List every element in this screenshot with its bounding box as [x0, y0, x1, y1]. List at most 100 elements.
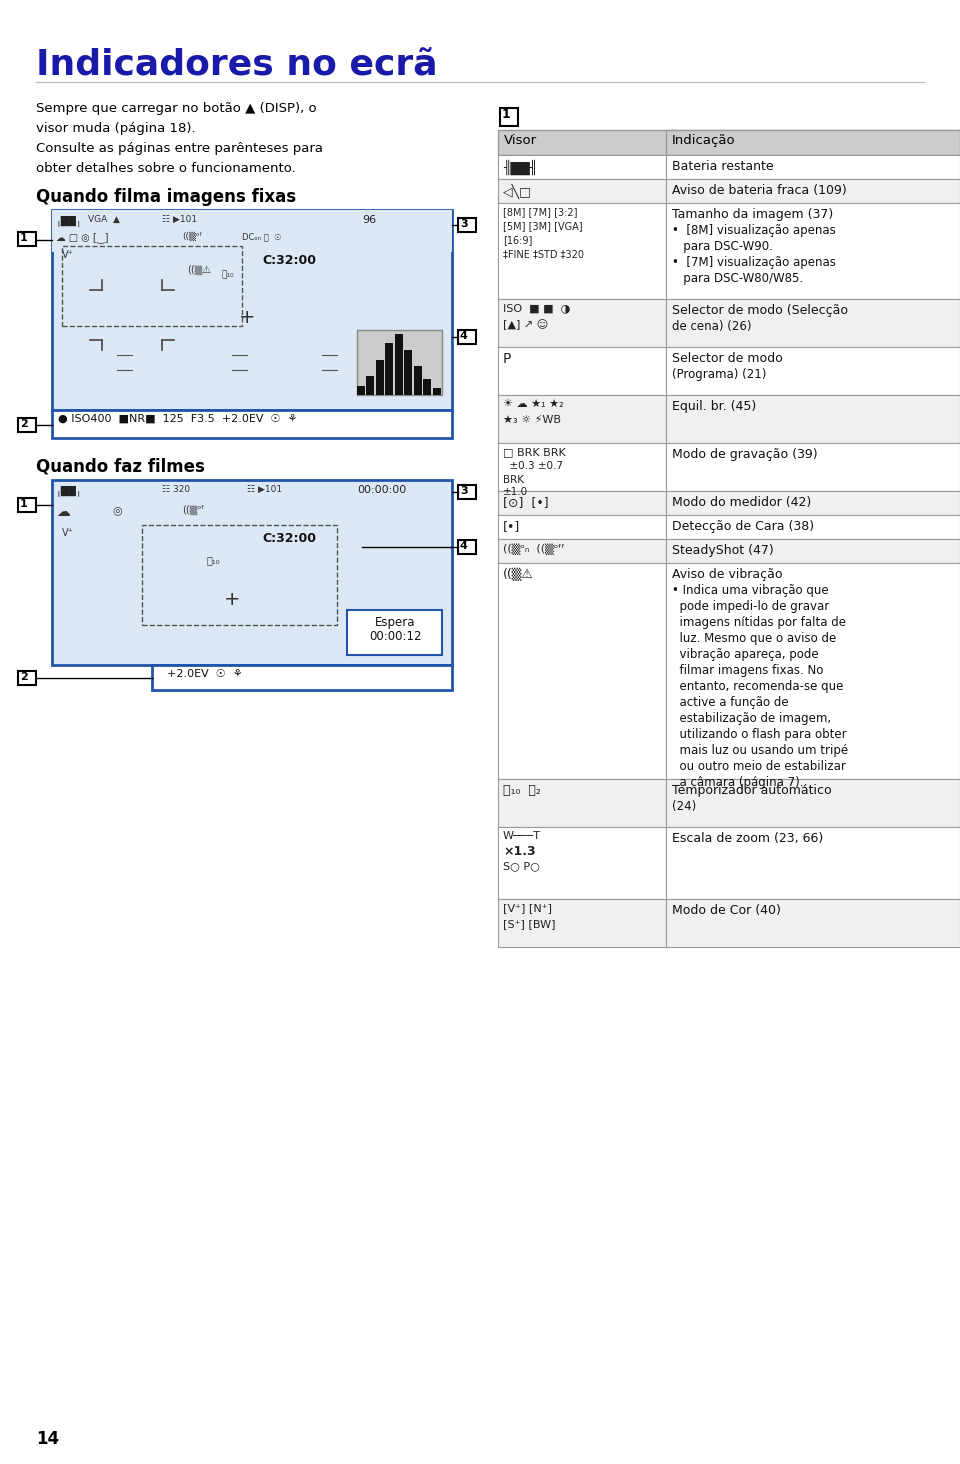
- Text: ☷ 320: ☷ 320: [162, 485, 190, 493]
- Text: luz. Mesmo que o aviso de: luz. Mesmo que o aviso de: [672, 632, 836, 646]
- Text: 96: 96: [362, 215, 376, 225]
- Text: 2: 2: [20, 419, 28, 429]
- Text: mais luz ou usando um tripé: mais luz ou usando um tripé: [672, 744, 848, 757]
- Bar: [498, 347, 666, 395]
- Text: utilizando o flash para obter: utilizando o flash para obter: [672, 728, 847, 741]
- Text: Tamanho da imagem (37): Tamanho da imagem (37): [672, 208, 833, 221]
- Text: Consulte as páginas entre parênteses para: Consulte as páginas entre parênteses par…: [36, 142, 323, 155]
- Bar: [498, 779, 666, 827]
- Text: C:32:00: C:32:00: [262, 531, 316, 545]
- Text: ou outro meio de estabilizar: ou outro meio de estabilizar: [672, 760, 846, 773]
- Text: ☀ ☁ ★₁ ★₂: ☀ ☁ ★₁ ★₂: [503, 400, 564, 408]
- Text: Quando faz filmes: Quando faz filmes: [36, 458, 204, 476]
- Text: 1: 1: [502, 108, 511, 122]
- Text: Espera: Espera: [374, 616, 416, 630]
- Bar: [395, 334, 403, 395]
- Text: ╢██╢: ╢██╢: [503, 160, 538, 176]
- Bar: [458, 540, 476, 553]
- Text: vibração apareça, pode: vibração apareça, pode: [672, 649, 819, 662]
- Text: ☁: ☁: [56, 505, 70, 520]
- Text: ╷██╷: ╷██╷: [56, 485, 83, 496]
- Bar: [52, 209, 452, 410]
- Bar: [666, 539, 960, 564]
- Text: imagens nítidas por falta de: imagens nítidas por falta de: [672, 616, 846, 630]
- Text: Indicação: Indicação: [672, 135, 735, 146]
- Text: [•]: [•]: [503, 520, 520, 533]
- Bar: [666, 490, 960, 515]
- Bar: [498, 539, 666, 564]
- Text: 3: 3: [460, 220, 468, 228]
- Bar: [347, 610, 442, 654]
- Text: ⌚₁₀: ⌚₁₀: [222, 269, 234, 280]
- Bar: [357, 329, 442, 395]
- Text: [5M] [3M] [VGA]: [5M] [3M] [VGA]: [503, 221, 583, 231]
- Bar: [357, 386, 365, 395]
- Bar: [385, 343, 394, 395]
- Bar: [18, 671, 36, 685]
- Text: Escala de zoom (23, 66): Escala de zoom (23, 66): [672, 832, 824, 845]
- Text: ((▒⚠: ((▒⚠: [187, 265, 211, 275]
- Text: para DSC-W90.: para DSC-W90.: [672, 240, 773, 253]
- Text: VGA  ▲: VGA ▲: [88, 215, 120, 224]
- Text: visor muda (página 18).: visor muda (página 18).: [36, 122, 196, 135]
- Text: Quando filma imagens fixas: Quando filma imagens fixas: [36, 187, 296, 206]
- Bar: [152, 665, 452, 690]
- Bar: [458, 329, 476, 344]
- Text: DCₒₙ 👁  ☉: DCₒₙ 👁 ☉: [242, 231, 281, 242]
- Text: Selector de modo (Selecção: Selector de modo (Selecção: [672, 305, 848, 318]
- Bar: [498, 490, 666, 515]
- Bar: [498, 444, 666, 490]
- Bar: [666, 515, 960, 539]
- Text: (24): (24): [672, 799, 696, 813]
- Bar: [498, 899, 666, 947]
- Text: 2: 2: [20, 672, 28, 682]
- Text: ☷ ▶101: ☷ ▶101: [162, 215, 197, 224]
- Text: +: +: [239, 307, 255, 326]
- Text: 4: 4: [460, 542, 468, 550]
- Text: Aviso de vibração: Aviso de vibração: [672, 568, 782, 581]
- Bar: [62, 246, 242, 326]
- Text: para DSC-W80/W85.: para DSC-W80/W85.: [672, 272, 804, 285]
- Bar: [500, 108, 518, 126]
- Bar: [666, 779, 960, 827]
- Bar: [666, 899, 960, 947]
- Bar: [498, 395, 666, 444]
- Text: 00:00:12: 00:00:12: [369, 630, 421, 643]
- Text: BRK: BRK: [503, 474, 524, 485]
- Text: +2.0EV  ☉  ⚘: +2.0EV ☉ ⚘: [167, 669, 243, 679]
- Text: 4: 4: [460, 331, 468, 341]
- Bar: [666, 203, 960, 299]
- Bar: [404, 350, 412, 395]
- Bar: [433, 388, 441, 395]
- Bar: [376, 360, 384, 395]
- Text: ±0.3 ±0.7: ±0.3 ±0.7: [503, 461, 563, 471]
- Text: Selector de modo: Selector de modo: [672, 351, 782, 365]
- Bar: [52, 410, 452, 438]
- Text: ╷██╷: ╷██╷: [56, 215, 83, 225]
- Text: ISO  ■ ■  ◑: ISO ■ ■ ◑: [503, 303, 570, 313]
- Bar: [498, 155, 666, 179]
- Text: C:32:00: C:32:00: [262, 253, 316, 266]
- Bar: [18, 419, 36, 432]
- Text: filmar imagens fixas. No: filmar imagens fixas. No: [672, 665, 824, 676]
- Bar: [18, 231, 36, 246]
- Bar: [498, 299, 666, 347]
- Text: +: +: [224, 590, 240, 609]
- Bar: [666, 130, 960, 155]
- Text: Temporizador automático: Temporizador automático: [672, 785, 831, 796]
- Bar: [458, 485, 476, 499]
- Text: Bateria restante: Bateria restante: [672, 160, 774, 173]
- Text: ‡FINE ‡STD ‡320: ‡FINE ‡STD ‡320: [503, 249, 584, 259]
- Text: ◎: ◎: [112, 505, 122, 515]
- Text: Aviso de bateria fraca (109): Aviso de bateria fraca (109): [672, 184, 847, 198]
- Text: 00:00:00: 00:00:00: [357, 485, 406, 495]
- Bar: [498, 203, 666, 299]
- Text: a câmara (página 7).: a câmara (página 7).: [672, 776, 804, 789]
- Text: [16:9]: [16:9]: [503, 236, 533, 244]
- Text: [⊙]  [•]: [⊙] [•]: [503, 496, 548, 509]
- Text: •  [7M] visualização apenas: • [7M] visualização apenas: [672, 256, 836, 269]
- Text: [S⁺] [BW]: [S⁺] [BW]: [503, 919, 556, 930]
- Text: ☷ ▶101: ☷ ▶101: [247, 485, 282, 493]
- Bar: [498, 179, 666, 203]
- Text: V⁺: V⁺: [62, 250, 74, 261]
